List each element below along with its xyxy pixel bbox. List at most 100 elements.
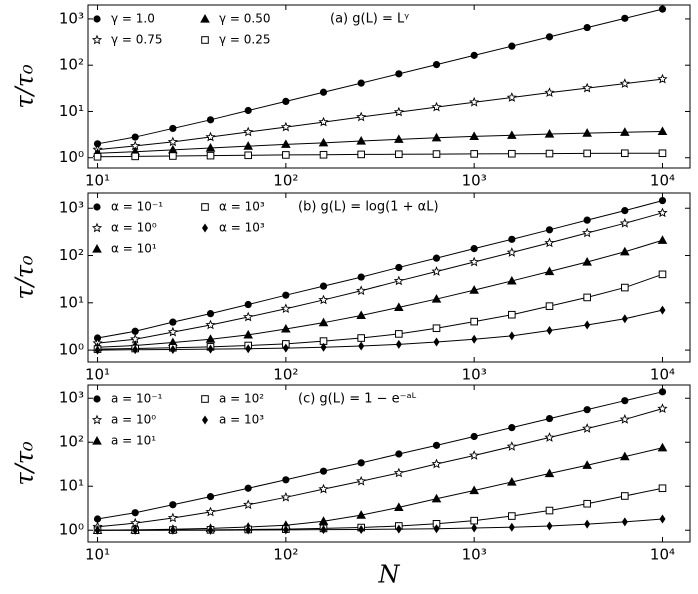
marker: [507, 476, 517, 486]
legend-label: γ = 0.25: [219, 33, 271, 47]
marker: [620, 127, 630, 136]
marker: [469, 485, 479, 495]
marker: [545, 414, 554, 423]
y-tick-label: 10⁰: [59, 521, 84, 539]
x-tick-label: 10²: [273, 546, 298, 564]
marker: [94, 525, 101, 535]
marker: [544, 237, 555, 248]
marker: [583, 23, 591, 32]
marker: [658, 149, 667, 158]
marker: [243, 126, 254, 137]
marker: [93, 395, 101, 403]
marker: [205, 506, 216, 517]
marker: [243, 329, 253, 339]
marker: [621, 314, 628, 324]
marker: [282, 525, 289, 535]
series-line: [97, 309, 663, 351]
marker: [92, 436, 102, 445]
marker: [356, 475, 367, 486]
marker: [469, 450, 480, 460]
marker: [282, 291, 290, 299]
marker: [508, 424, 516, 432]
marker: [207, 525, 214, 535]
legend-label: a = 10⁻¹: [111, 392, 163, 406]
marker: [469, 256, 480, 267]
x-tick-label: 10³: [462, 366, 487, 384]
x-tick-label: 10²: [273, 172, 298, 190]
marker: [658, 484, 667, 493]
marker: [168, 144, 178, 154]
marker: [318, 137, 329, 147]
y-tick-label: 10³: [59, 199, 84, 217]
legend-label: a = 10²: [219, 392, 264, 406]
marker: [431, 132, 442, 142]
legend-label: a = 10⁰: [111, 413, 156, 427]
marker: [93, 203, 101, 211]
y-tick-label: 10¹: [59, 477, 84, 495]
marker: [243, 499, 254, 510]
marker: [205, 334, 216, 343]
marker: [281, 139, 291, 148]
marker: [92, 244, 102, 253]
marker: [131, 327, 139, 335]
marker: [200, 14, 210, 23]
marker: [469, 131, 479, 140]
marker: [206, 151, 215, 160]
legend-label: α = 10⁰: [111, 221, 157, 235]
marker: [544, 129, 555, 138]
marker: [544, 266, 555, 276]
marker: [470, 516, 478, 525]
marker: [318, 116, 329, 127]
marker: [657, 442, 668, 452]
marker: [319, 150, 328, 159]
marker: [243, 311, 254, 322]
marker: [395, 150, 403, 159]
marker: [356, 135, 366, 145]
marker: [620, 246, 630, 256]
marker: [318, 317, 329, 327]
marker: [357, 459, 365, 467]
marker: [169, 525, 176, 535]
marker: [93, 15, 101, 23]
series-line: [97, 130, 663, 154]
marker: [432, 254, 441, 262]
marker: [93, 515, 102, 523]
marker: [658, 5, 667, 13]
marker: [357, 150, 365, 159]
marker: [470, 150, 478, 158]
marker: [507, 275, 517, 285]
marker: [619, 217, 630, 228]
marker: [131, 509, 139, 517]
marker: [245, 344, 252, 354]
x-tick-label: 10³: [462, 172, 487, 190]
series-line: [97, 447, 663, 531]
marker: [357, 79, 365, 87]
marker: [469, 96, 480, 107]
marker: [395, 450, 403, 458]
marker: [621, 397, 629, 405]
x-tick-label: 10¹: [85, 172, 110, 190]
y-axis-label: τ/τ₀: [11, 255, 39, 300]
marker: [657, 126, 668, 136]
marker: [244, 484, 252, 492]
marker: [319, 467, 328, 475]
marker: [470, 317, 478, 326]
marker: [318, 516, 329, 525]
y-tick-label: 10²: [59, 56, 84, 74]
y-tick-label: 10³: [59, 9, 84, 27]
marker: [319, 282, 328, 290]
marker: [508, 310, 516, 319]
marker: [583, 216, 591, 224]
marker: [132, 525, 139, 535]
series-line: [97, 78, 663, 151]
y-axis-label: τ/τ₀: [11, 441, 39, 486]
x-tick-label: 10¹: [85, 366, 110, 384]
marker: [131, 133, 139, 141]
marker: [357, 334, 365, 342]
marker: [205, 319, 216, 330]
marker: [169, 152, 177, 160]
marker: [318, 483, 329, 494]
marker: [621, 207, 629, 215]
marker: [658, 197, 667, 205]
